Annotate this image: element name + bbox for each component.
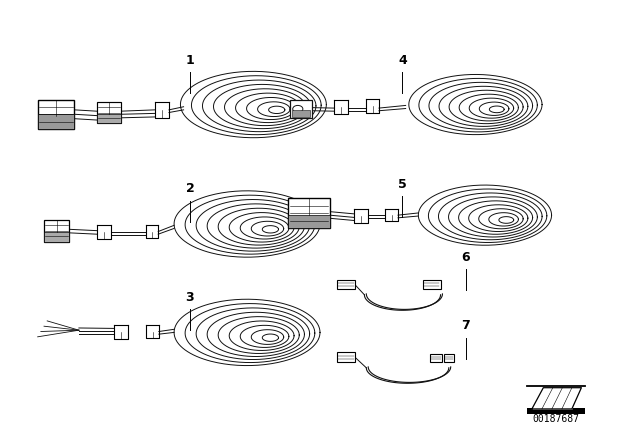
- Bar: [337, 352, 355, 362]
- Text: 4: 4: [398, 54, 407, 67]
- Bar: [288, 198, 330, 228]
- Text: 2: 2: [186, 182, 195, 195]
- Text: 5: 5: [398, 178, 407, 191]
- Bar: [44, 232, 69, 242]
- Bar: [290, 100, 312, 118]
- Bar: [38, 100, 74, 129]
- Bar: [97, 113, 121, 123]
- Text: 3: 3: [186, 291, 195, 304]
- Text: 00187687: 00187687: [532, 414, 579, 424]
- Polygon shape: [532, 388, 581, 409]
- Bar: [97, 102, 121, 123]
- Bar: [38, 115, 74, 129]
- Bar: [429, 354, 442, 362]
- Bar: [527, 408, 584, 414]
- Text: 1: 1: [186, 54, 195, 67]
- Text: 6: 6: [461, 251, 470, 264]
- Bar: [337, 280, 355, 289]
- Bar: [423, 280, 440, 289]
- Text: 7: 7: [461, 319, 470, 332]
- Bar: [444, 354, 454, 362]
- Bar: [288, 215, 330, 228]
- Bar: [44, 220, 69, 242]
- Bar: [292, 110, 310, 117]
